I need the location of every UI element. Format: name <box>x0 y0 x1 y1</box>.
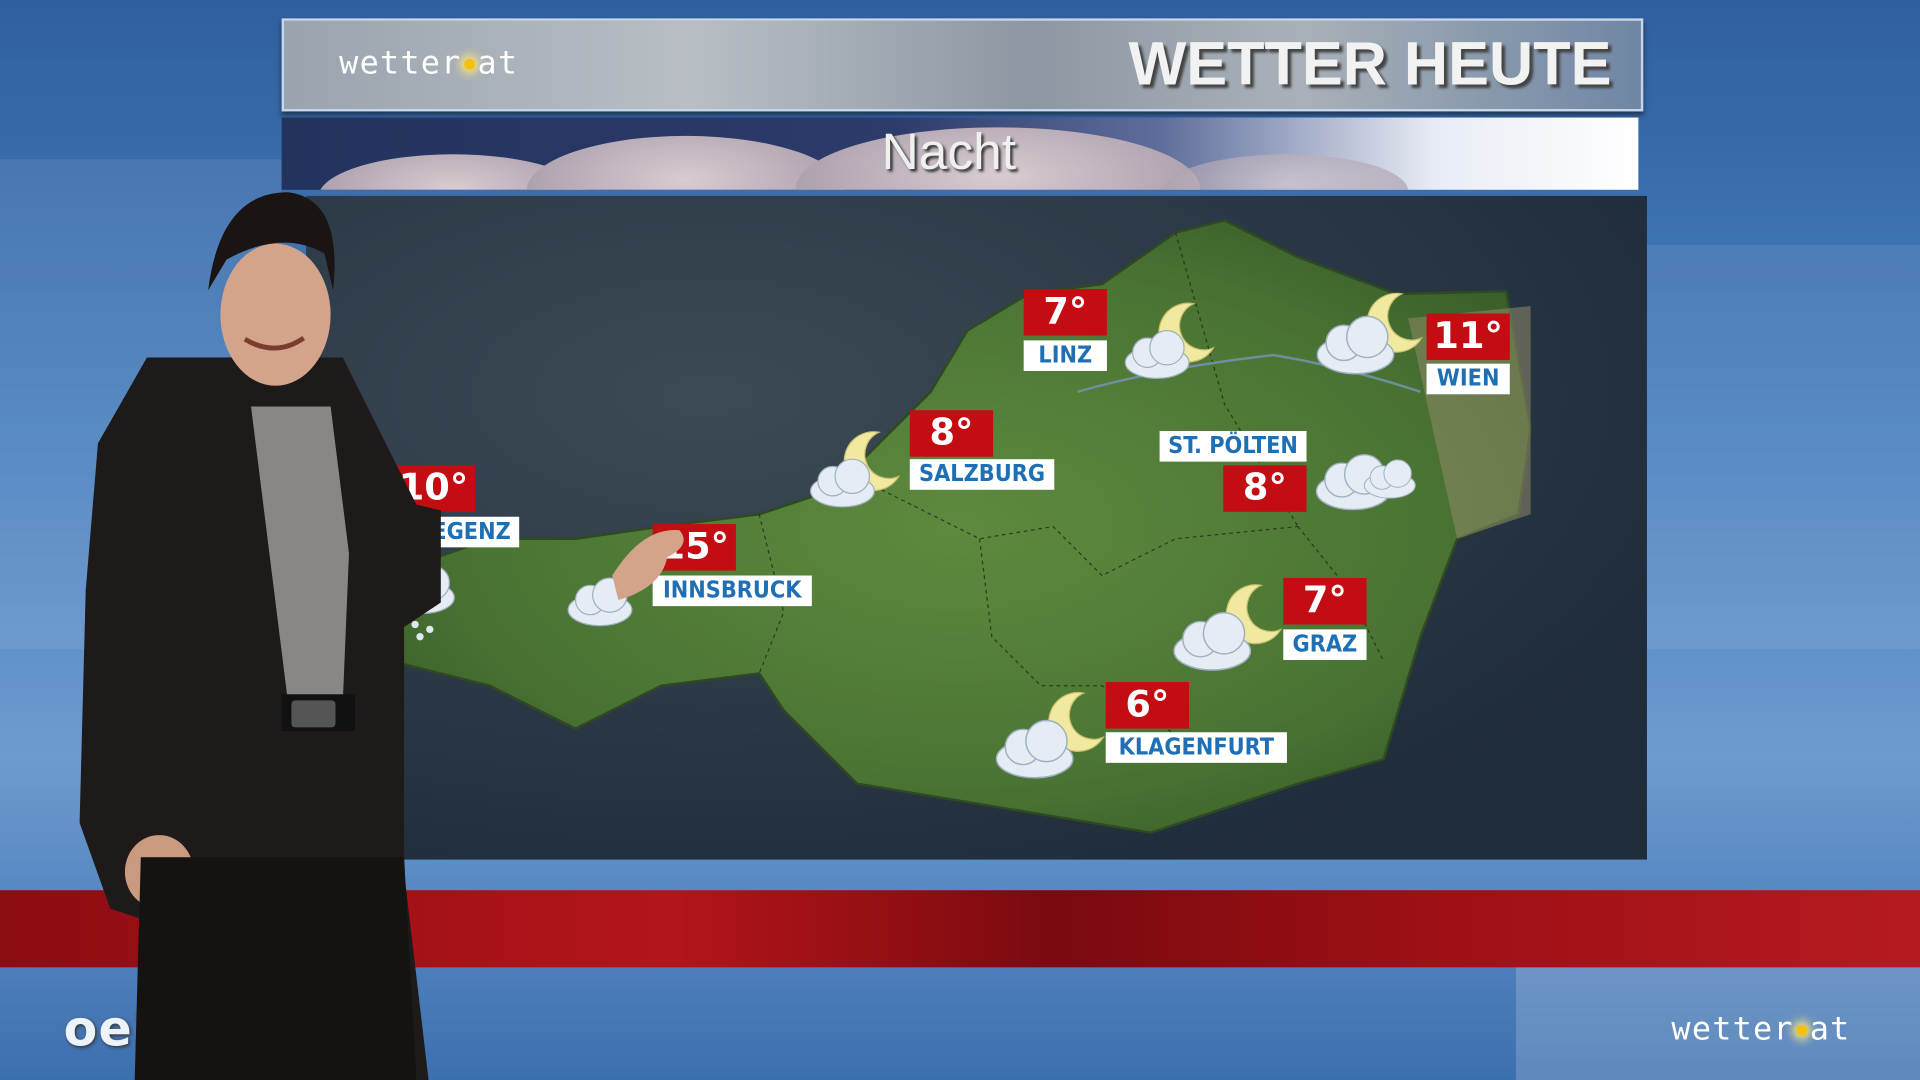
moon-cloud-icon <box>995 691 1104 779</box>
moon-cloud-icon <box>810 431 900 508</box>
period-label: Nacht <box>881 122 1016 181</box>
wetter-logo-footer: wetter at <box>1671 1011 1851 1049</box>
rain-cloud-icon <box>390 565 455 641</box>
city-label: INNSBRUCK <box>652 575 812 607</box>
city-label: WIEN <box>1426 363 1510 395</box>
background-panel <box>1515 967 1920 1080</box>
city-label: KLAGENFURT <box>1105 732 1287 763</box>
moon-cloud-icon <box>1173 584 1282 671</box>
presenter-legs <box>134 857 417 1080</box>
presenter-hand <box>612 529 684 601</box>
cloud-icon <box>1315 453 1416 511</box>
city-label: SALZBURG <box>909 459 1055 490</box>
period-bar: Nacht <box>281 117 1639 190</box>
moon-cloud-icon <box>1124 302 1215 379</box>
temperature-badge: 11° <box>1426 313 1510 361</box>
temperature-badge: 7° <box>1023 288 1107 336</box>
city-label: GRAZ <box>1283 629 1367 661</box>
wetter-logo: wetter at <box>339 45 519 83</box>
sun-icon <box>1796 1024 1808 1036</box>
temperature-badge: 8° <box>1223 465 1307 512</box>
page-title: WETTER HEUTE <box>1128 29 1612 98</box>
background-panel <box>1646 244 1920 649</box>
sun-icon <box>463 58 476 70</box>
header-bar: wetter at WETTER HEUTE <box>281 18 1644 112</box>
temperature-badge: 7° <box>1283 577 1367 625</box>
city-label: ST. PÖLTEN <box>1159 431 1307 462</box>
moon-cloud-icon <box>1316 292 1423 375</box>
temperature-badge: 6° <box>1105 682 1189 729</box>
city-label: LINZ <box>1023 340 1107 372</box>
temperature-badge: 8° <box>909 410 994 457</box>
